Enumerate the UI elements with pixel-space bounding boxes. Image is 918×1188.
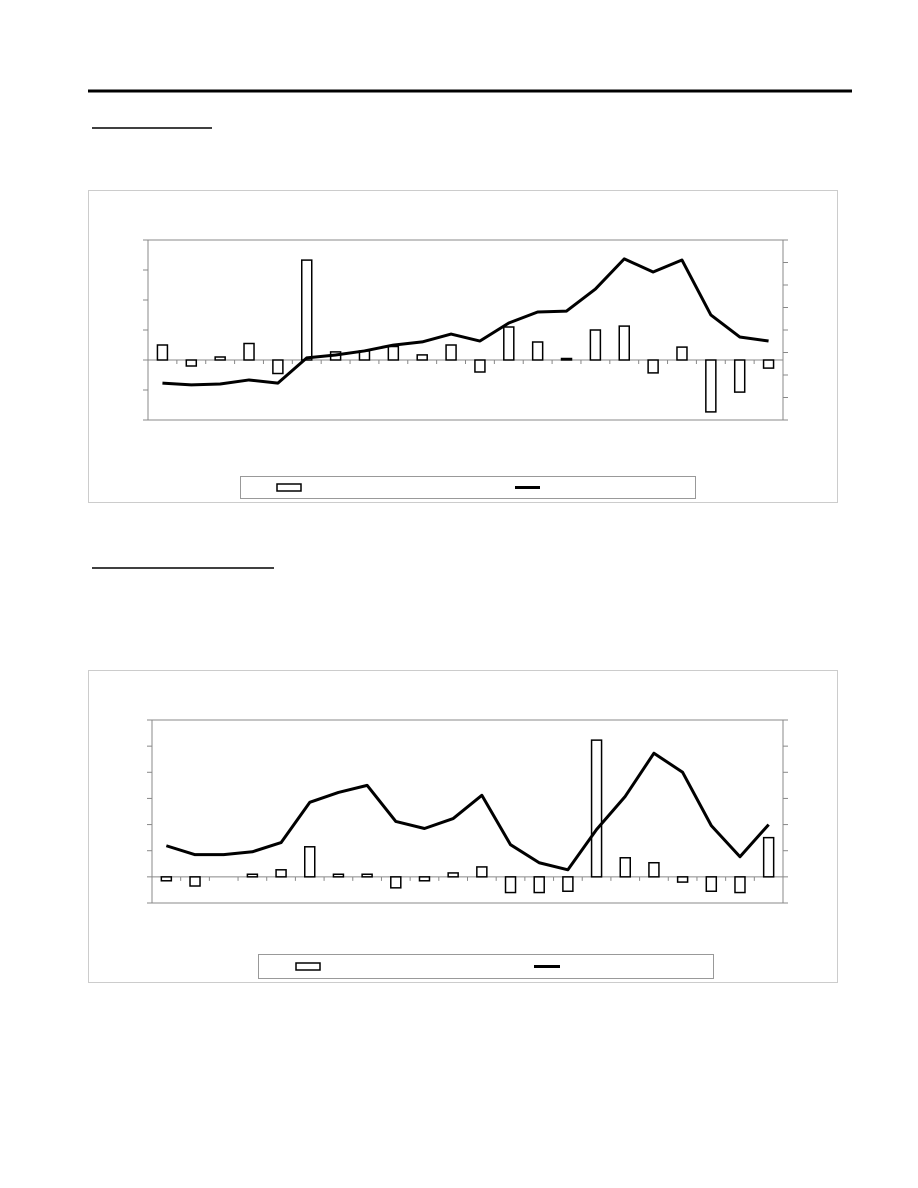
bar <box>533 876 545 894</box>
bar <box>647 359 659 374</box>
bar <box>272 359 284 375</box>
bar <box>762 836 775 878</box>
bar <box>156 344 169 361</box>
legend-bar-swatch <box>276 483 302 492</box>
bar <box>361 873 373 878</box>
line <box>165 751 770 872</box>
plot-area <box>151 719 784 904</box>
legend-bar-swatch <box>295 962 321 971</box>
bar <box>246 873 259 878</box>
bar <box>705 359 717 413</box>
bar <box>705 876 718 892</box>
plot-area <box>147 239 784 421</box>
bar <box>619 857 631 878</box>
bar <box>531 341 544 361</box>
bar <box>214 356 226 361</box>
bar <box>676 346 688 361</box>
legend <box>240 476 696 499</box>
legend-box <box>258 954 714 979</box>
bar <box>474 359 486 373</box>
bar <box>447 872 459 878</box>
bar <box>676 876 689 883</box>
bar <box>243 342 255 361</box>
bar <box>275 869 287 878</box>
bar <box>590 739 603 878</box>
bar <box>301 259 313 361</box>
bar <box>648 861 660 878</box>
bar <box>733 359 746 393</box>
bar <box>160 876 173 882</box>
line <box>162 257 769 387</box>
legend-box <box>240 476 696 499</box>
bar <box>304 846 316 878</box>
bar <box>390 876 402 889</box>
bar <box>387 345 400 361</box>
legend <box>258 954 714 979</box>
bar <box>185 359 198 367</box>
bar <box>734 876 746 894</box>
bar <box>562 876 574 892</box>
bar <box>332 873 345 878</box>
bar <box>418 876 431 882</box>
bar <box>618 325 630 361</box>
bar <box>476 866 488 878</box>
bar <box>589 329 602 361</box>
bar <box>560 357 573 361</box>
bar <box>416 354 428 361</box>
bar <box>762 359 775 369</box>
bar <box>189 876 201 887</box>
bar <box>504 876 517 894</box>
bar <box>445 344 457 361</box>
bar <box>503 326 515 361</box>
